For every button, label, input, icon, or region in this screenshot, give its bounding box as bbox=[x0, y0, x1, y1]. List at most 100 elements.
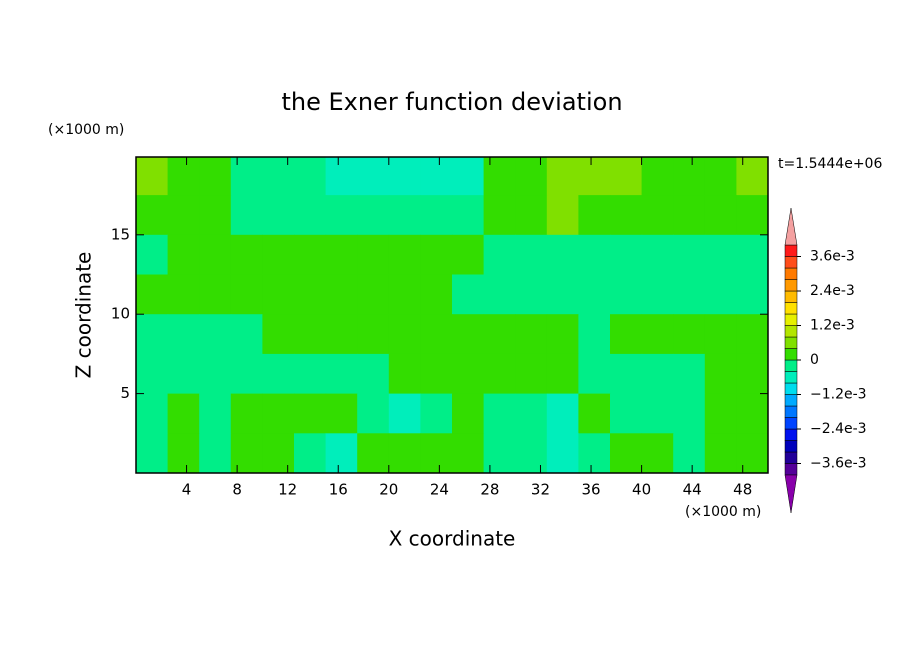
contour-cell bbox=[199, 234, 232, 276]
contour-cell bbox=[388, 157, 421, 196]
contour-cell bbox=[294, 393, 327, 434]
colorbar-tick-label: 0 bbox=[810, 352, 819, 368]
contour-cell bbox=[546, 353, 579, 395]
contour-cell bbox=[167, 157, 200, 196]
contour-cell bbox=[452, 314, 485, 355]
contour-cell bbox=[388, 353, 421, 395]
contour-cell bbox=[610, 274, 643, 315]
contour-cell bbox=[546, 274, 579, 315]
contour-cell bbox=[515, 314, 548, 355]
contour-cell bbox=[325, 195, 358, 236]
contour-cell bbox=[483, 195, 516, 236]
contour-cell bbox=[483, 157, 516, 196]
x-tick-label: 20 bbox=[379, 481, 398, 499]
contour-cell bbox=[199, 353, 232, 395]
contour-cell bbox=[610, 157, 643, 196]
x-tick-label: 8 bbox=[232, 481, 242, 499]
contour-cell bbox=[420, 393, 453, 434]
x-tick-label: 24 bbox=[430, 481, 449, 499]
x-tick-label: 12 bbox=[278, 481, 297, 499]
contour-cell bbox=[262, 274, 295, 315]
x-tick-label: 4 bbox=[182, 481, 192, 499]
contour-cell bbox=[578, 433, 611, 474]
contour-cell bbox=[420, 234, 453, 276]
contour-cell bbox=[262, 234, 295, 276]
contour-cell bbox=[610, 433, 643, 474]
contour-cell bbox=[515, 274, 548, 315]
contour-cell bbox=[736, 234, 769, 276]
contour-cell bbox=[641, 157, 674, 196]
colorbar-band bbox=[784, 256, 798, 269]
contour-cell bbox=[515, 353, 548, 395]
contour-cell bbox=[325, 393, 358, 434]
contour-cell bbox=[230, 433, 263, 474]
contour-cell bbox=[736, 314, 769, 355]
contour-cell bbox=[578, 353, 611, 395]
colorbar-band bbox=[784, 313, 798, 326]
contour-cell bbox=[262, 195, 295, 236]
colorbar-tick-label: 1.2e-3 bbox=[810, 318, 855, 334]
colorbar-band bbox=[784, 325, 798, 338]
contour-cell bbox=[388, 274, 421, 315]
contour-cell bbox=[673, 393, 706, 434]
contour-cell bbox=[641, 433, 674, 474]
contour-cell bbox=[673, 274, 706, 315]
contour-cell bbox=[230, 234, 263, 276]
time-label: t=1.5444e+06 bbox=[778, 156, 882, 172]
x-unit: (×1000 m) bbox=[685, 504, 761, 520]
contour-cell bbox=[704, 353, 737, 395]
contour-cell bbox=[357, 393, 390, 434]
contour-cell bbox=[673, 157, 706, 196]
contour-cell bbox=[136, 353, 169, 395]
colorbar-band bbox=[784, 417, 798, 430]
colorbar-band bbox=[784, 244, 798, 257]
contour-cell bbox=[736, 195, 769, 236]
contour-cell bbox=[673, 314, 706, 355]
x-tick-label: 44 bbox=[683, 481, 702, 499]
plot-frame bbox=[135, 156, 769, 474]
contour-cell bbox=[641, 195, 674, 236]
contour-cell bbox=[230, 353, 263, 395]
contour-cell bbox=[325, 314, 358, 355]
contour-cell bbox=[673, 234, 706, 276]
contour-cell bbox=[578, 234, 611, 276]
contour-cell bbox=[199, 195, 232, 236]
contour-cell bbox=[452, 353, 485, 395]
colorbar-tick-label: 3.6e-3 bbox=[810, 249, 855, 265]
contour-cell bbox=[199, 314, 232, 355]
contour-cell bbox=[357, 195, 390, 236]
contour-cell bbox=[230, 157, 263, 196]
contour-cell bbox=[167, 234, 200, 276]
contour-cell bbox=[641, 234, 674, 276]
contour-cell bbox=[136, 195, 169, 236]
colorbar-band bbox=[784, 267, 798, 280]
contour-cell bbox=[167, 433, 200, 474]
contour-cell bbox=[262, 433, 295, 474]
contour-cell bbox=[610, 353, 643, 395]
y-tick-label: 15 bbox=[111, 225, 130, 243]
contour-cell bbox=[515, 393, 548, 434]
contour-cell bbox=[578, 157, 611, 196]
contour-cell bbox=[325, 353, 358, 395]
colorbar-band bbox=[784, 440, 798, 453]
y-unit: (×1000 m) bbox=[48, 122, 124, 138]
x-tick-label: 40 bbox=[632, 481, 651, 499]
contour-cell bbox=[704, 234, 737, 276]
contour-cell bbox=[704, 314, 737, 355]
contour-cell bbox=[515, 157, 548, 196]
contour-cell bbox=[420, 157, 453, 196]
contour-cell bbox=[515, 433, 548, 474]
contour-cell bbox=[294, 195, 327, 236]
contour-cell bbox=[546, 314, 579, 355]
contour-cell bbox=[420, 314, 453, 355]
contour-cell bbox=[736, 274, 769, 315]
contour-cell bbox=[167, 353, 200, 395]
contour-cell bbox=[452, 195, 485, 236]
contour-cell bbox=[294, 314, 327, 355]
contour-cell bbox=[515, 195, 548, 236]
contour-cell bbox=[388, 393, 421, 434]
colorbar-tick-label: −1.2e-3 bbox=[810, 387, 867, 403]
contour-cell bbox=[199, 433, 232, 474]
contour-cell bbox=[167, 314, 200, 355]
